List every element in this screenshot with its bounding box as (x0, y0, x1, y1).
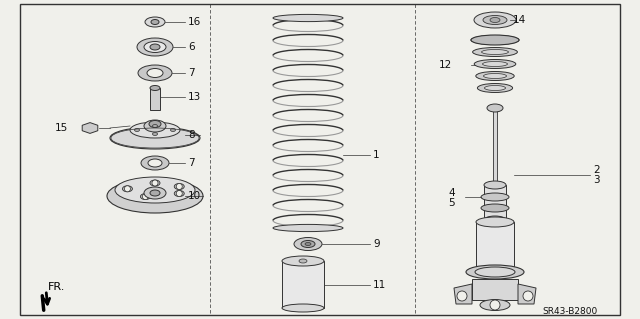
Text: 5: 5 (449, 198, 455, 208)
Ellipse shape (471, 35, 519, 44)
Ellipse shape (483, 16, 507, 25)
Ellipse shape (466, 265, 524, 279)
Ellipse shape (137, 38, 173, 56)
Ellipse shape (481, 38, 509, 42)
Ellipse shape (174, 183, 184, 189)
Text: 4: 4 (449, 188, 455, 198)
Ellipse shape (487, 104, 503, 112)
Polygon shape (454, 284, 472, 304)
Text: 11: 11 (373, 280, 387, 290)
Ellipse shape (150, 180, 160, 186)
Circle shape (523, 291, 533, 301)
Ellipse shape (481, 204, 509, 212)
Circle shape (143, 194, 148, 200)
Ellipse shape (273, 14, 343, 22)
Ellipse shape (144, 187, 166, 199)
Ellipse shape (150, 44, 160, 50)
Ellipse shape (476, 217, 514, 227)
Ellipse shape (110, 127, 200, 149)
Text: 6: 6 (188, 42, 195, 52)
Ellipse shape (149, 121, 161, 128)
Ellipse shape (107, 179, 203, 213)
Circle shape (490, 300, 500, 310)
Text: 16: 16 (188, 17, 201, 27)
Ellipse shape (134, 129, 140, 131)
Text: 14: 14 (513, 15, 526, 25)
Ellipse shape (477, 84, 513, 93)
Ellipse shape (294, 238, 322, 250)
Text: 7: 7 (188, 158, 195, 168)
Bar (150, 88, 160, 110)
Circle shape (124, 186, 131, 192)
Text: SR43-B2800: SR43-B2800 (543, 308, 598, 316)
Ellipse shape (484, 85, 506, 91)
Text: 9: 9 (373, 239, 380, 249)
Ellipse shape (484, 216, 506, 224)
Text: 15: 15 (55, 123, 68, 133)
Polygon shape (518, 284, 536, 304)
Ellipse shape (138, 65, 172, 81)
Text: 1: 1 (373, 150, 380, 160)
Ellipse shape (474, 60, 516, 69)
Ellipse shape (471, 35, 519, 45)
Ellipse shape (305, 242, 311, 246)
Ellipse shape (130, 122, 180, 138)
Circle shape (152, 180, 158, 186)
Ellipse shape (282, 256, 324, 266)
Ellipse shape (151, 19, 159, 25)
Text: FR.: FR. (48, 282, 65, 292)
Ellipse shape (472, 48, 517, 56)
Ellipse shape (170, 129, 175, 131)
Text: 12: 12 (439, 60, 452, 70)
Ellipse shape (141, 156, 169, 170)
Ellipse shape (174, 190, 184, 197)
Ellipse shape (150, 85, 160, 91)
Text: 13: 13 (188, 92, 201, 102)
Ellipse shape (122, 186, 132, 192)
Circle shape (176, 183, 182, 189)
Ellipse shape (483, 62, 508, 66)
Ellipse shape (483, 73, 506, 78)
Circle shape (457, 291, 467, 301)
Ellipse shape (475, 267, 515, 277)
Ellipse shape (140, 194, 150, 200)
Bar (493, 108, 497, 195)
Ellipse shape (144, 120, 166, 132)
Ellipse shape (299, 259, 307, 263)
Text: 10: 10 (188, 191, 201, 201)
Ellipse shape (480, 300, 510, 310)
Ellipse shape (115, 177, 195, 203)
Ellipse shape (282, 304, 324, 312)
Ellipse shape (474, 12, 516, 28)
Bar (476, 222, 514, 272)
Ellipse shape (301, 241, 315, 248)
Bar (484, 185, 506, 220)
Ellipse shape (476, 71, 514, 80)
Circle shape (176, 190, 182, 197)
Ellipse shape (490, 18, 500, 23)
Polygon shape (82, 122, 98, 133)
Text: 3: 3 (593, 175, 600, 185)
Ellipse shape (484, 181, 506, 189)
Ellipse shape (481, 193, 509, 201)
Ellipse shape (145, 17, 165, 27)
Ellipse shape (147, 69, 163, 78)
Text: 2: 2 (593, 165, 600, 175)
Ellipse shape (150, 190, 160, 196)
Ellipse shape (148, 159, 162, 167)
Bar (472, 279, 518, 300)
Ellipse shape (152, 132, 157, 136)
Polygon shape (282, 261, 324, 308)
Ellipse shape (476, 267, 514, 277)
Ellipse shape (152, 124, 157, 128)
Ellipse shape (481, 49, 508, 55)
Text: 8: 8 (188, 130, 195, 140)
Text: 7: 7 (188, 68, 195, 78)
Ellipse shape (273, 224, 343, 232)
Ellipse shape (144, 41, 166, 53)
